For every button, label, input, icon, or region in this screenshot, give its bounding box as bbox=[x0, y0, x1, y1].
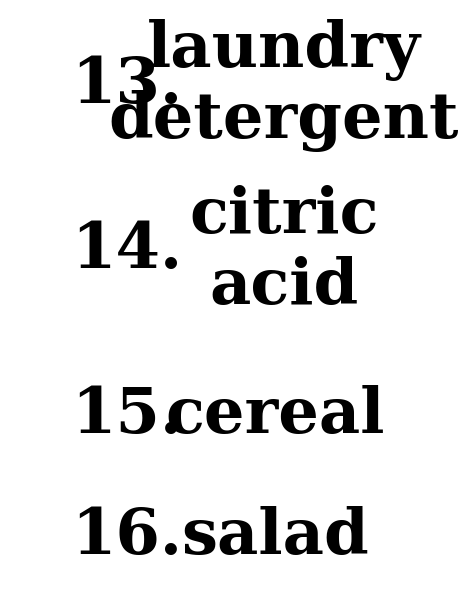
Text: acid: acid bbox=[209, 256, 359, 317]
Text: 13.: 13. bbox=[71, 55, 182, 116]
Text: salad: salad bbox=[181, 506, 369, 568]
Text: citric: citric bbox=[189, 185, 379, 245]
Text: laundry: laundry bbox=[147, 19, 421, 81]
Text: 16.: 16. bbox=[71, 506, 182, 568]
Text: 15.: 15. bbox=[71, 385, 182, 447]
Text: 14.: 14. bbox=[71, 220, 182, 281]
Text: detergent: detergent bbox=[109, 90, 458, 152]
Text: cereal: cereal bbox=[165, 385, 385, 447]
